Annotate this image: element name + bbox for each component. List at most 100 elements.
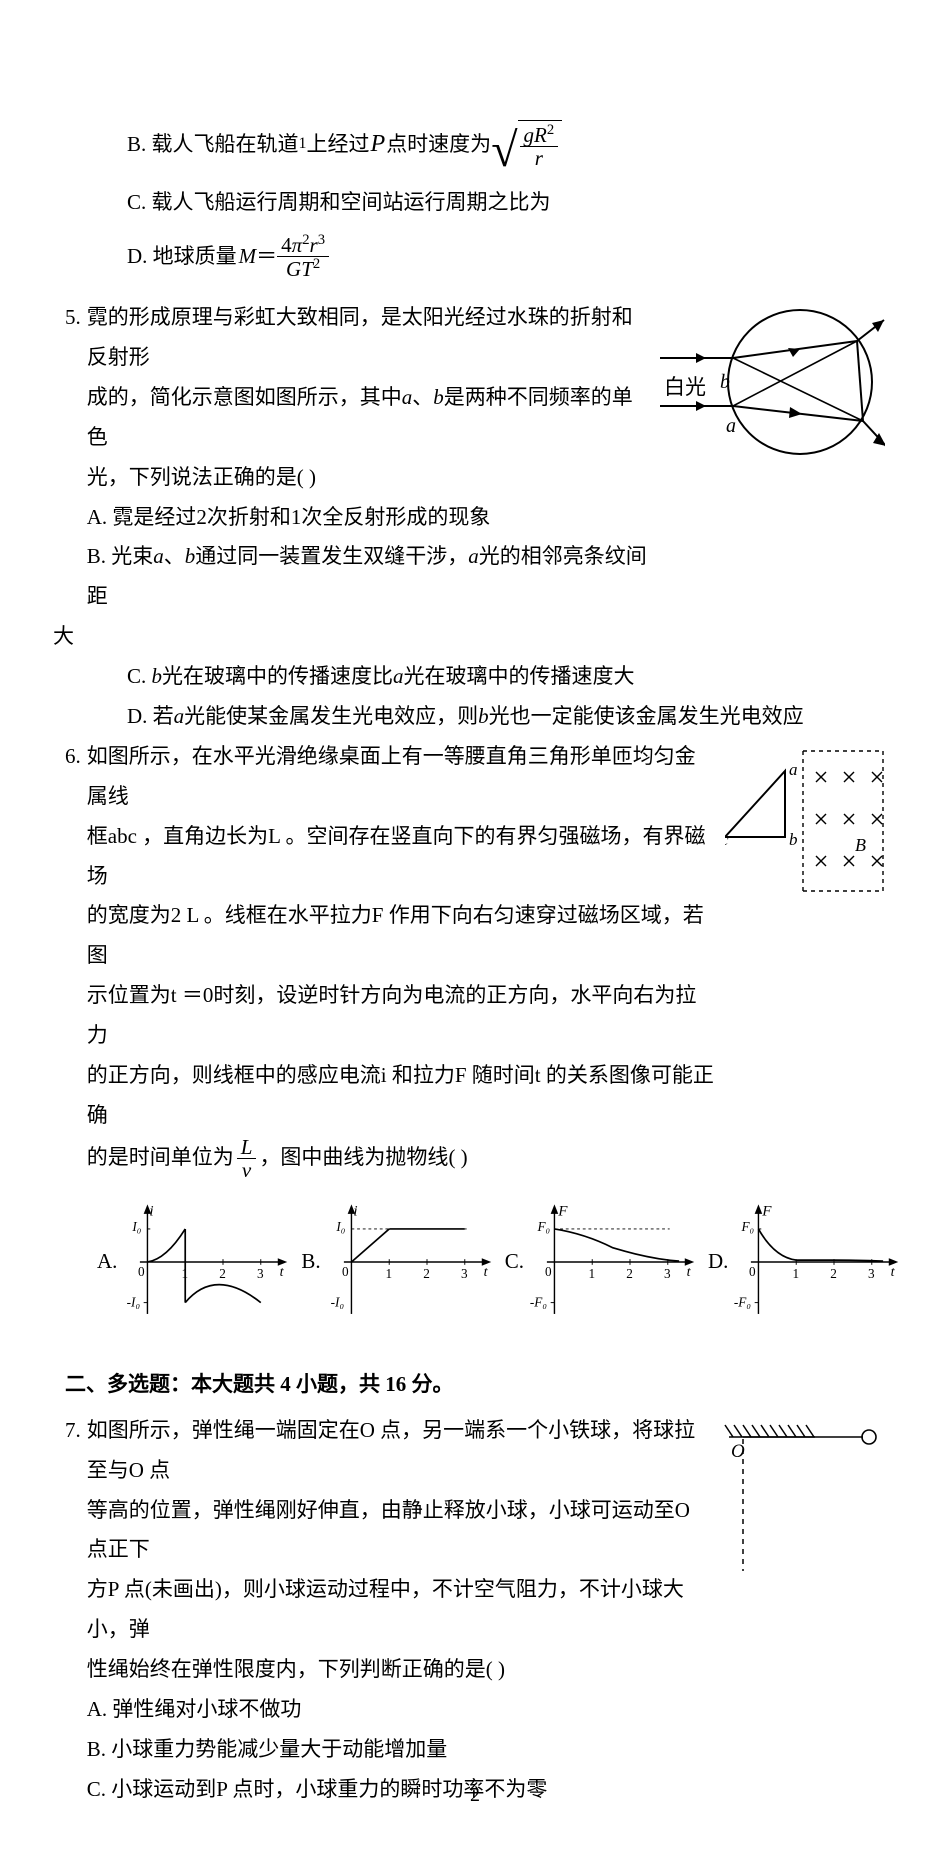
svg-text:a: a (789, 760, 798, 779)
q5-opt-a: A. 霓是经过2次折射和1次全反射形成的现象 (87, 498, 650, 538)
q5-opt-b: B. 光束a、b通过同一装置发生双缝干涉，a光的相邻亮条纹间距 (87, 537, 650, 617)
svg-text:F₀: F₀ (741, 1219, 755, 1234)
svg-text:2: 2 (831, 1266, 838, 1281)
q4b-sub1: 1 (299, 129, 307, 159)
q5c-m1: 光在玻璃中的传播速度比 (162, 664, 393, 688)
q7-num: 7. (65, 1411, 81, 1451)
q4d-M: M (239, 237, 257, 277)
q7: O 7. 如图所示，弹性绳一端固定在O 点，另一端系一个小铁球，将球拉至与O 点… (65, 1411, 885, 1810)
q5b-a: a (153, 544, 164, 568)
q6-num: 6. (65, 737, 81, 777)
page: B. 载人飞船在轨道 1 上经过 P 点时速度为 √ gR2 r C. 载人飞船… (0, 0, 950, 1850)
q5d-pre: D. 若 (127, 704, 174, 728)
q5d-m2: 光也一定能使该金属发生光电效应 (489, 704, 804, 728)
svg-text:-F₀: -F₀ (530, 1294, 547, 1309)
q4d-eq: ＝ (256, 237, 277, 277)
page-number: 2 (0, 1776, 950, 1814)
q5b-dot: 、 (164, 544, 185, 568)
q5c-pre: C. (127, 664, 152, 688)
svg-text:t: t (687, 1264, 692, 1280)
q5b-mid: 通过同一装置发生双缝干涉， (195, 544, 468, 568)
q5-fig-whitelight: 白光 (664, 375, 706, 399)
q6-a-label: A. (97, 1242, 117, 1282)
svg-text:-I₀: -I₀ (330, 1294, 344, 1309)
q5-stem2a: 成的，简化示意图如图所示，其中 (87, 385, 402, 409)
svg-text:1: 1 (588, 1266, 595, 1281)
q6-graph-d: F₀ -F₀ 0 F t 123 (732, 1187, 902, 1337)
svg-text:3: 3 (257, 1266, 264, 1281)
svg-text:2: 2 (626, 1266, 633, 1281)
q6-graph-a: I₀ -I₀ 0 i t 123 (121, 1187, 291, 1337)
svg-text:1: 1 (793, 1266, 800, 1281)
q6-sld: ( ) (448, 1138, 467, 1178)
svg-text:F₀: F₀ (536, 1219, 550, 1234)
svg-text:1: 1 (385, 1266, 392, 1281)
q5-stem-l1: 霓的形成原理与彩虹大致相同，是太阳光经过水珠的折射和反射形 (87, 298, 650, 378)
q5c-m2: 光在玻璃中的传播速度大 (404, 664, 635, 688)
svg-text:B: B (855, 835, 866, 855)
q7-figure: O (715, 1411, 885, 1581)
svg-text:0: 0 (342, 1264, 349, 1279)
q5-vb1: b (433, 385, 444, 409)
q6-topfig: a b c B (725, 741, 885, 901)
q5c-a: a (393, 664, 404, 688)
q5-dot1: 、 (412, 385, 433, 409)
q6-sla: 的是 (87, 1138, 129, 1178)
q6-b-label: B. (301, 1242, 320, 1282)
q6-c-label: C. (505, 1242, 524, 1282)
q4d-G: G (286, 257, 301, 281)
q6-frac-num: L (237, 1136, 257, 1159)
q4b-mid: 上经过 (307, 125, 370, 165)
q6-stem-1: 框abc ，直角边长为L 。空间存在竖直向下的有界匀强磁场，有界磁场 (87, 817, 715, 897)
svg-text:-F₀: -F₀ (734, 1294, 751, 1309)
q4d-r: r (310, 233, 318, 257)
q6-graph-b: I₀ -I₀ 0 i t 123 (325, 1187, 495, 1337)
q4b-sqrt-num: gR (524, 123, 547, 147)
q4b-prefix: B. 载人飞船在轨道 (127, 125, 299, 165)
q6-stem-4: 的正方向，则线框中的感应电流i 和拉力F 随时间t 的关系图像可能正确 (87, 1056, 715, 1136)
q4b-p: P (371, 122, 386, 168)
q6-slc: ，图中曲线为抛物线 (259, 1138, 448, 1178)
q5-stem-l2: 成的，简化示意图如图所示，其中a、b是两种不同频率的单色 (87, 378, 650, 458)
svg-text:0: 0 (545, 1264, 552, 1279)
svg-text:3: 3 (461, 1266, 468, 1281)
q4d-4: 4 (281, 233, 292, 257)
q6-d-label: D. (708, 1242, 728, 1282)
q5-opt-d: D. 若a光能使某金属发生光电效应，则b光也一定能使该金属发生光电效应 (65, 697, 885, 737)
q6-options: A. I₀ -I₀ 0 i t 1 2 3 (97, 1187, 885, 1337)
q5: 白光 b a 5. 霓的形成原理与彩虹大致相同，是太阳光经过水珠的折射和反射形 … (65, 298, 885, 737)
svg-text:0: 0 (138, 1264, 145, 1279)
q6-opt-c: C. F₀ -F₀ 0 F t 1 2 3 (505, 1187, 698, 1337)
q4b-sqrt: √ gR2 r (491, 120, 562, 169)
q6-frac-den: v (237, 1159, 257, 1181)
q6-stem-2: 的宽度为2 L 。线框在水平拉力F 作用下向右匀速穿过磁场区域，若图 (87, 896, 715, 976)
q6-graph-c: F₀ -F₀ 0 F t 1 2 3 (528, 1187, 698, 1337)
svg-text:c: c (725, 830, 729, 849)
q5-fig-a: a (726, 415, 736, 437)
q4d-Tsup: 2 (313, 256, 320, 272)
q7-stem-0: 如图所示，弹性绳一端固定在O 点，另一端系一个小铁球，将球拉至与O 点 (87, 1411, 705, 1491)
svg-text:2: 2 (423, 1266, 430, 1281)
q4-option-c: C. 载人飞船运行周期和空间站运行周期之比为 (65, 183, 885, 223)
svg-text:F: F (557, 1204, 568, 1220)
svg-text:3: 3 (664, 1266, 671, 1281)
q5d-a: a (174, 704, 185, 728)
q4d-rsup: 3 (318, 232, 325, 248)
q5-va1: a (402, 385, 413, 409)
q6: a b c B 6. 如图所示，在水平光滑绝缘桌面上有一等腰直角三角形单匝均匀金… (65, 737, 885, 1337)
q7-stem-2: 方P 点(未画出)，则小球运动过程中，不计空气阻力，不计小球大小，弹 (87, 1570, 705, 1650)
q4d-pisup: 2 (302, 232, 309, 248)
q6-slb: 时间单位为 (129, 1138, 234, 1178)
svg-text:F: F (762, 1204, 773, 1220)
svg-text:i: i (150, 1204, 154, 1220)
q6-stem-last: 的是 时间单位为 L v ，图中曲线为抛物线 ( ) (87, 1136, 715, 1181)
q5-opt-b-tail: 大 (53, 617, 885, 657)
svg-text:2: 2 (220, 1266, 227, 1281)
svg-text:t: t (483, 1264, 488, 1280)
q4-option-d: D. 地球质量 M ＝ 4π2r3 GT2 (65, 233, 885, 280)
q6-stem-3: 示位置为t ＝0时刻，设逆时针方向为电流的正方向，水平向右为拉力 (87, 976, 715, 1056)
q4b-sqrt-sup: 2 (547, 122, 554, 138)
svg-text:i: i (353, 1204, 357, 1220)
q5-stem-l3: 光，下列说法正确的是( ) (87, 458, 650, 498)
svg-text:I₀: I₀ (132, 1219, 142, 1234)
